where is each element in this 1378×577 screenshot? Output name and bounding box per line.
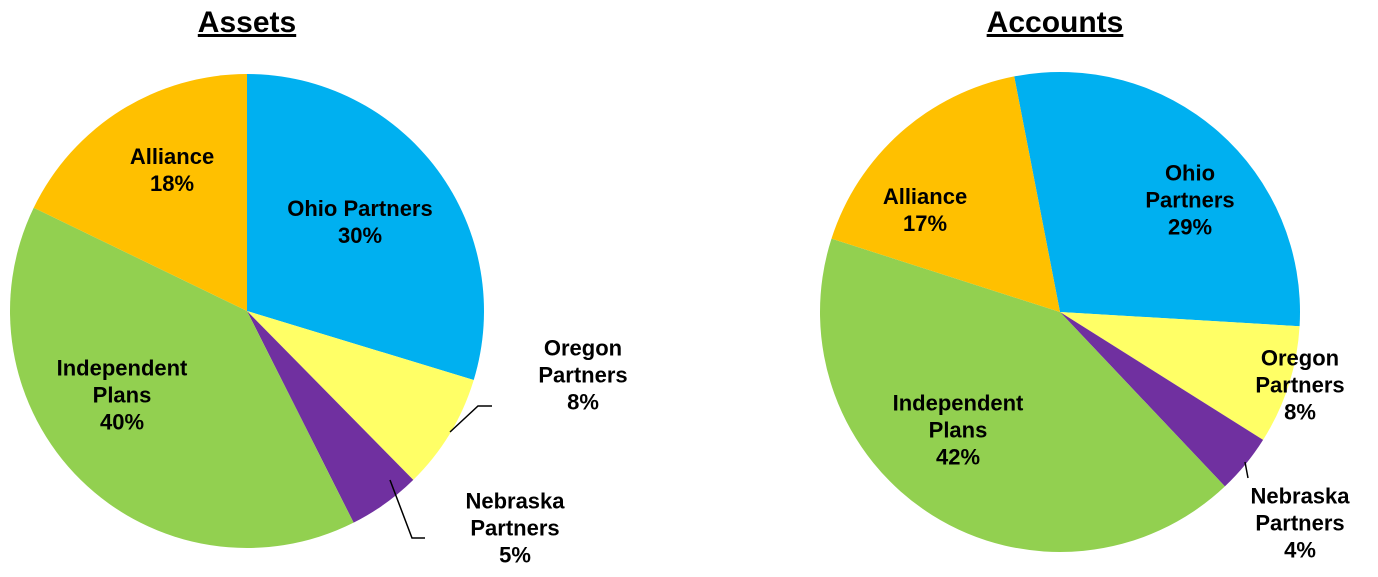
slice-label: Independent Plans 42% xyxy=(868,390,1048,471)
value-label: 30% xyxy=(337,223,383,248)
pie-slice xyxy=(33,74,247,311)
pie-slice xyxy=(819,238,1225,553)
category-label: Ohio Partners xyxy=(1145,160,1235,213)
category-label: Oregon Partners xyxy=(538,335,628,388)
slice-label: Independent Plans 40% xyxy=(32,355,212,436)
chart-title: Assets xyxy=(197,6,297,39)
value-label: 29% xyxy=(1167,214,1213,240)
chart-title: Accounts xyxy=(986,6,1124,39)
category-label: Alliance xyxy=(129,144,215,169)
value-label: 17% xyxy=(902,211,948,236)
pie-slice xyxy=(1060,312,1300,440)
leader-line xyxy=(1244,461,1249,479)
leader-line xyxy=(389,479,425,539)
value-label: 8% xyxy=(567,389,599,415)
category-label: Oregon Partners xyxy=(1255,345,1345,398)
slice-label: Ohio Partners 30% xyxy=(250,195,470,249)
category-label: Alliance xyxy=(882,184,968,209)
value-label: 40% xyxy=(99,409,145,435)
pie-slice xyxy=(1060,312,1264,487)
slice-label: Ohio Partners 29% xyxy=(1130,160,1250,241)
value-label: 8% xyxy=(1284,399,1316,425)
slice-label: Oregon Partners 8% xyxy=(1235,345,1365,426)
slice-label: Oregon Partners 8% xyxy=(513,335,653,416)
pie-slice xyxy=(247,74,484,381)
leader-line xyxy=(449,405,492,433)
category-label: Independent Plans xyxy=(56,355,188,408)
slice-label: Alliance 18% xyxy=(102,143,242,197)
pie-slice xyxy=(831,76,1060,312)
category-label: Ohio Partners xyxy=(287,196,433,221)
pie-slice xyxy=(9,207,354,549)
category-label: Independent Plans xyxy=(892,390,1024,443)
value-label: 18% xyxy=(149,171,195,196)
slice-label: Nebraska Partners 5% xyxy=(445,488,585,569)
slice-label: Alliance 17% xyxy=(855,183,995,237)
category-label: Nebraska Partners xyxy=(1250,483,1350,536)
pie-slice xyxy=(1014,72,1300,327)
pie-slice xyxy=(247,311,474,480)
value-label: 42% xyxy=(935,444,981,470)
value-label: 4% xyxy=(1284,537,1316,563)
pie-slice xyxy=(247,311,414,523)
slice-label: Nebraska Partners 4% xyxy=(1230,483,1370,564)
value-label: 5% xyxy=(499,542,531,568)
category-label: Nebraska Partners xyxy=(465,488,565,541)
